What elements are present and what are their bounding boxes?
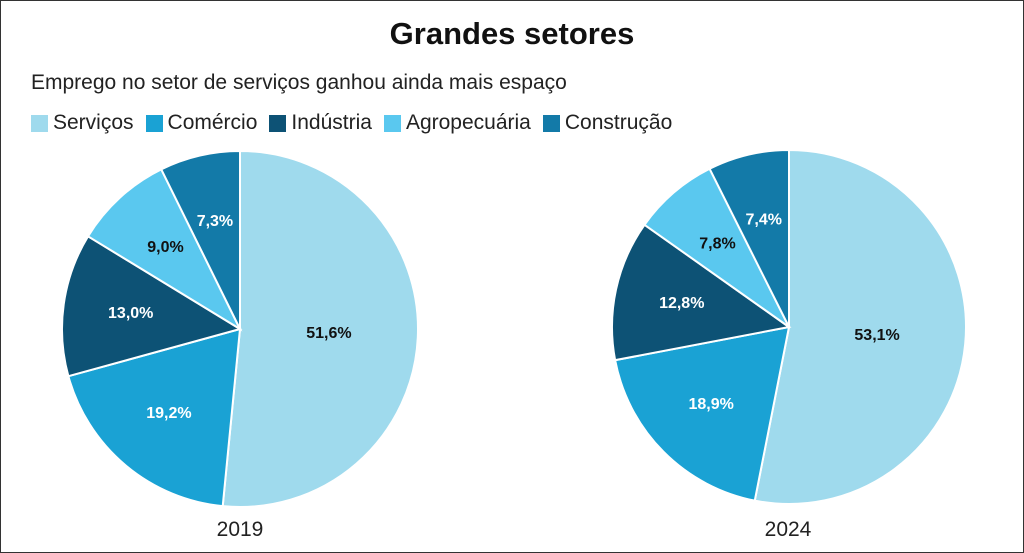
pie-label-2019-agropecuaria: 9,0%	[147, 239, 183, 256]
legend-item-construcao: Construção	[542, 111, 673, 135]
pie-label-2019: 2019	[216, 518, 264, 541]
pie-label-2024: 2024	[764, 518, 812, 541]
legend-item-agropecuaria: Agropecuária	[383, 111, 531, 135]
legend: Serviços Comércio Indústria Agropecuária…	[31, 111, 684, 135]
pie-label-2024-agropecuaria: 7,8%	[699, 235, 735, 252]
legend-label-industria: Indústria	[291, 111, 372, 134]
legend-label-servicos: Serviços	[53, 111, 134, 134]
legend-swatch-comercio	[145, 114, 163, 132]
pie-slice-2024-industria	[611, 223, 792, 362]
pie-label-2024-industria: 12,8%	[659, 295, 704, 312]
pie-slice-2019-servicos	[221, 149, 419, 508]
pie-slice-2019-industria	[61, 234, 243, 378]
legend-label-agropecuaria: Agropecuária	[405, 111, 531, 134]
pie-label-2019-servicos: 51,6%	[306, 325, 351, 342]
legend-item-comercio: Comércio	[145, 111, 258, 135]
legend-label-comercio: Comércio	[167, 111, 258, 134]
pie-slice-2024-servicos	[753, 148, 967, 505]
legend-swatch-servicos	[31, 114, 48, 132]
pie-label-2019-industria: 13,0%	[108, 305, 153, 322]
pie-label-2024-construcao: 7,4%	[745, 212, 781, 229]
pie-slice-2019-construcao	[159, 149, 241, 330]
legend-swatch-construcao	[542, 114, 560, 132]
pie-slice-2019-agropecuaria	[86, 168, 243, 332]
legend-label-construcao: Construção	[564, 111, 673, 134]
pie-label-2019-construcao: 7,3%	[197, 213, 233, 230]
legend-swatch-industria	[269, 114, 287, 132]
legend-swatch-agropecuaria	[383, 114, 401, 132]
pie-slice-2024-comercio	[613, 325, 791, 502]
chart-title: Grandes setores	[389, 16, 635, 51]
pie-label-2024-servicos: 53,1%	[854, 327, 899, 344]
pie-slice-2019-comercio	[67, 327, 242, 508]
legend-item-servicos: Serviços	[31, 111, 134, 135]
chart-subtitle: Emprego no setor de serviços ganhou aind…	[31, 71, 567, 94]
pie-label-2024-comercio: 18,9%	[688, 396, 733, 413]
pie-label-2019-comercio: 19,2%	[146, 405, 191, 422]
legend-item-industria: Indústria	[269, 111, 372, 135]
pie-slice-2024-construcao	[708, 148, 790, 328]
